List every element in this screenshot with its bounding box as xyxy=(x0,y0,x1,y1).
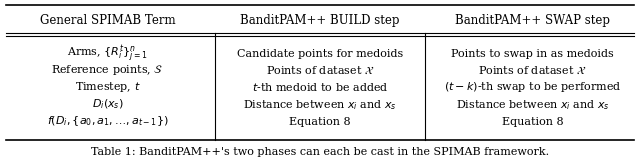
Text: BanditPAM++ BUILD step: BanditPAM++ BUILD step xyxy=(240,14,400,27)
Text: Timestep, $t$: Timestep, $t$ xyxy=(75,80,140,94)
Text: Distance between $x_i$ and $x_s$: Distance between $x_i$ and $x_s$ xyxy=(456,98,609,112)
Text: BanditPAM++ SWAP step: BanditPAM++ SWAP step xyxy=(455,14,610,27)
Text: $D_i(x_s)$: $D_i(x_s)$ xyxy=(92,98,124,111)
Text: Candidate points for medoids: Candidate points for medoids xyxy=(237,49,403,59)
Text: Points of dataset $\mathcal{X}$: Points of dataset $\mathcal{X}$ xyxy=(266,64,374,76)
Text: Equation 8: Equation 8 xyxy=(502,117,563,127)
Text: General SPIMAB Term: General SPIMAB Term xyxy=(40,14,175,27)
Text: Points of dataset $\mathcal{X}$: Points of dataset $\mathcal{X}$ xyxy=(478,64,587,76)
Text: Reference points, $\mathcal{S}$: Reference points, $\mathcal{S}$ xyxy=(51,63,164,77)
Text: $t$-th medoid to be added: $t$-th medoid to be added xyxy=(252,81,388,93)
Text: Table 1: BanditPAM++'s two phases can each be cast in the SPIMAB framework.: Table 1: BanditPAM++'s two phases can ea… xyxy=(91,147,549,157)
Text: $(t-k)$-th swap to be performed: $(t-k)$-th swap to be performed xyxy=(444,80,621,94)
Text: Arms, $\{R_i^t\}_{j=1}^n$: Arms, $\{R_i^t\}_{j=1}^n$ xyxy=(67,43,148,65)
Text: Equation 8: Equation 8 xyxy=(289,117,351,127)
Text: $f(D_i, \{a_0, a_1, \ldots, a_{t-1}\})$: $f(D_i, \{a_0, a_1, \ldots, a_{t-1}\})$ xyxy=(47,115,168,128)
Text: Distance between $x_i$ and $x_s$: Distance between $x_i$ and $x_s$ xyxy=(243,98,397,112)
Text: Points to swap in as medoids: Points to swap in as medoids xyxy=(451,49,614,59)
